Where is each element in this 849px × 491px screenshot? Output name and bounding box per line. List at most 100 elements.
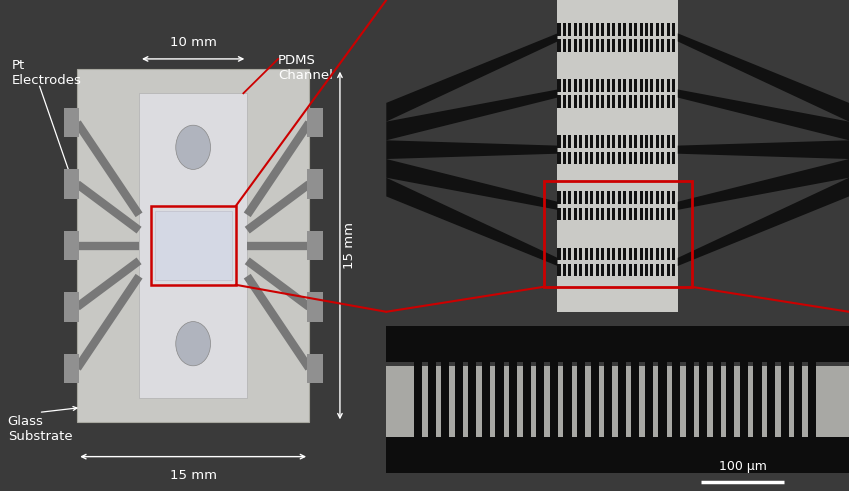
Bar <box>623 23 626 35</box>
Bar <box>386 437 849 473</box>
Bar <box>672 39 675 52</box>
Bar <box>672 136 675 148</box>
Bar <box>579 23 582 35</box>
Bar <box>590 136 593 148</box>
Bar <box>650 264 654 276</box>
Bar <box>596 79 599 92</box>
Bar <box>155 211 232 280</box>
Bar <box>661 23 665 35</box>
Bar <box>634 39 637 52</box>
Bar <box>634 23 637 35</box>
Bar <box>656 152 659 164</box>
Bar <box>666 191 670 204</box>
Bar <box>607 23 610 35</box>
Bar <box>574 39 577 52</box>
Bar <box>558 191 560 204</box>
Polygon shape <box>678 89 849 140</box>
Text: Glass
Substrate: Glass Substrate <box>8 415 72 443</box>
Bar <box>658 387 666 437</box>
Bar <box>666 23 670 35</box>
Bar <box>631 362 639 412</box>
Bar <box>672 387 680 437</box>
Bar <box>590 208 593 220</box>
Bar <box>537 362 544 412</box>
Bar <box>307 354 323 383</box>
Bar <box>596 264 599 276</box>
Bar <box>650 39 654 52</box>
Bar <box>563 264 566 276</box>
Bar <box>585 264 588 276</box>
Bar <box>577 387 585 437</box>
Bar <box>607 264 610 276</box>
Bar <box>639 191 643 204</box>
Bar <box>639 208 643 220</box>
Bar <box>650 23 654 35</box>
Bar <box>563 79 566 92</box>
Bar <box>307 169 323 199</box>
Bar <box>596 39 599 52</box>
Bar <box>579 208 582 220</box>
Bar <box>656 95 659 108</box>
Bar <box>496 387 503 437</box>
Bar <box>558 264 560 276</box>
Bar <box>672 208 675 220</box>
Bar <box>645 247 648 260</box>
Bar <box>574 136 577 148</box>
Bar <box>509 362 517 412</box>
Bar <box>607 136 610 148</box>
Bar <box>563 247 566 260</box>
Bar <box>666 79 670 92</box>
Bar <box>496 362 503 412</box>
Bar <box>661 39 665 52</box>
Bar <box>414 362 422 412</box>
Bar <box>661 79 665 92</box>
Bar <box>579 191 582 204</box>
Bar <box>607 79 610 92</box>
Bar <box>753 387 762 437</box>
Bar <box>574 79 577 92</box>
Bar <box>639 23 643 35</box>
Bar <box>631 387 639 437</box>
Bar <box>569 264 571 276</box>
Bar <box>569 247 571 260</box>
Bar <box>563 191 566 204</box>
Polygon shape <box>678 140 849 159</box>
Bar <box>596 191 599 204</box>
Bar <box>574 191 577 204</box>
Bar <box>563 208 566 220</box>
Bar <box>666 208 670 220</box>
Bar <box>590 152 593 164</box>
Bar <box>612 23 616 35</box>
Bar <box>656 39 659 52</box>
Bar <box>569 39 571 52</box>
Bar <box>623 247 626 260</box>
Bar <box>563 136 566 148</box>
Bar <box>780 387 789 437</box>
Bar <box>666 152 670 164</box>
Bar <box>579 136 582 148</box>
Bar <box>150 206 236 285</box>
Bar <box>564 387 571 437</box>
Bar <box>672 152 675 164</box>
Bar <box>601 79 604 92</box>
Bar <box>386 365 849 437</box>
Bar <box>618 387 626 437</box>
Bar <box>590 79 593 92</box>
Bar <box>455 387 463 437</box>
Text: 15 mm: 15 mm <box>343 222 356 269</box>
Bar <box>644 387 653 437</box>
Text: 10 mm: 10 mm <box>170 36 216 49</box>
Bar <box>563 39 566 52</box>
Bar <box>612 39 616 52</box>
Bar <box>590 95 593 108</box>
Bar <box>574 247 577 260</box>
Bar <box>712 387 721 437</box>
Bar <box>807 362 816 412</box>
Bar <box>780 362 789 412</box>
Bar <box>656 23 659 35</box>
Bar <box>623 264 626 276</box>
Bar <box>726 387 734 437</box>
Bar <box>623 191 626 204</box>
Bar <box>645 79 648 92</box>
Bar <box>639 136 643 148</box>
